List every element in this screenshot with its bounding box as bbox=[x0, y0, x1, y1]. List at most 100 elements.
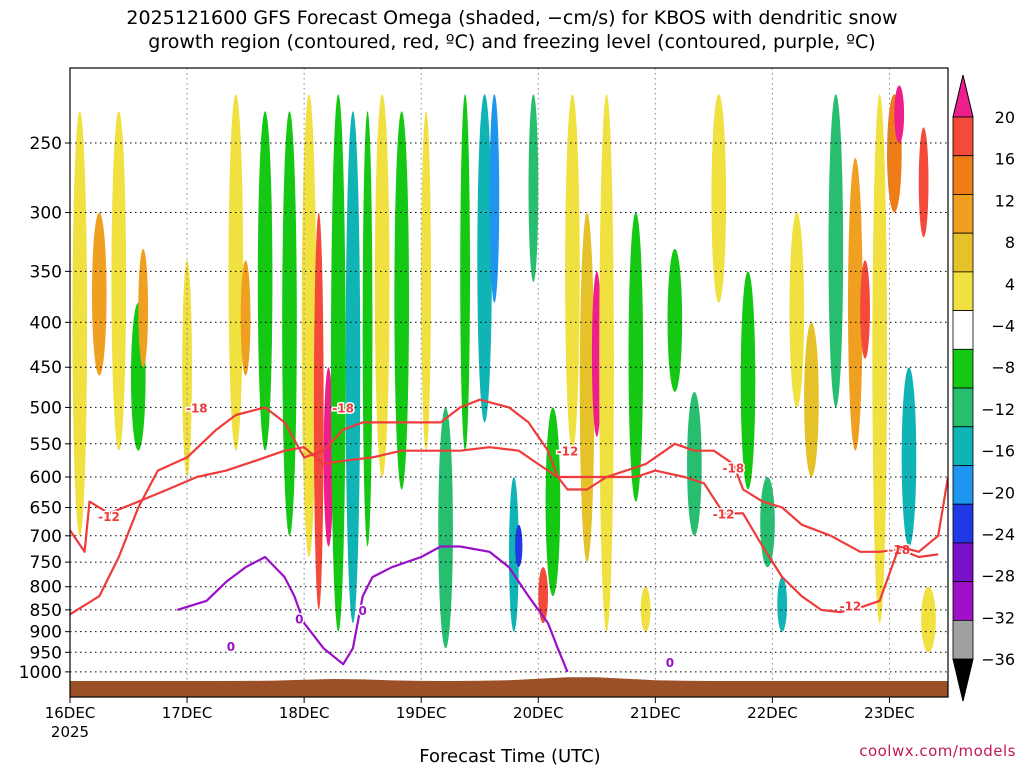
surface-terrain bbox=[70, 677, 948, 697]
omega-band bbox=[313, 212, 324, 610]
omega-band bbox=[640, 586, 651, 632]
colorbar-swatch bbox=[952, 619, 974, 660]
omega-band bbox=[374, 94, 390, 477]
omega-band bbox=[872, 94, 888, 624]
y-tick-label: 600 bbox=[30, 468, 62, 488]
y-tick-label: 700 bbox=[30, 527, 62, 547]
colorbar-swatch bbox=[952, 465, 974, 505]
omega-band bbox=[240, 260, 251, 376]
colorbar-swatch bbox=[952, 426, 974, 466]
y-tick-label: 500 bbox=[30, 398, 62, 418]
gridlines bbox=[70, 68, 948, 697]
y-tick-label: 850 bbox=[30, 601, 62, 621]
colorbar-swatch bbox=[952, 116, 974, 157]
omega-band bbox=[489, 94, 500, 303]
colorbar-swatch bbox=[952, 155, 974, 195]
colorbar-swatch bbox=[952, 542, 974, 583]
colorbar-top-arrow bbox=[952, 74, 974, 118]
contour-line bbox=[176, 545, 569, 673]
colorbar-swatch bbox=[952, 271, 974, 312]
colorbar: 20 16 12 8 4 −4 −8 −12 −16 −20 −24 −28 −32 −36 bbox=[952, 74, 1015, 702]
omega-band bbox=[301, 94, 317, 557]
colorbar-label: 4 bbox=[1005, 275, 1015, 294]
x-tick-label: 21DEC bbox=[630, 704, 681, 722]
colorbar-label: −32 bbox=[981, 608, 1015, 627]
x-tick-label: 22DEC bbox=[747, 704, 798, 722]
omega-band bbox=[460, 94, 470, 451]
contour-line bbox=[70, 398, 939, 616]
y-tick-label: 350 bbox=[30, 262, 62, 282]
chart-title-line-2: growth region (contoured, red, ºC) and f… bbox=[148, 31, 876, 53]
x-tick-label: 23DEC bbox=[864, 704, 915, 722]
omega-band bbox=[921, 586, 936, 653]
omega-band bbox=[72, 111, 88, 536]
omega-band bbox=[804, 322, 819, 477]
colorbar-label: −12 bbox=[981, 400, 1015, 419]
omega-band bbox=[362, 111, 373, 547]
contour-label: -12 bbox=[557, 445, 579, 459]
contour-label: 0 bbox=[295, 613, 303, 627]
y-tick-label: 1000 bbox=[19, 663, 62, 683]
omega-band bbox=[528, 94, 539, 283]
omega-band bbox=[228, 94, 244, 451]
x-tick-sublabel: 2025 bbox=[51, 723, 89, 741]
y-tick-label: 250 bbox=[30, 134, 62, 154]
contour-line bbox=[70, 446, 948, 614]
omega-band bbox=[667, 248, 683, 392]
omega-shading bbox=[72, 85, 936, 653]
omega-band bbox=[687, 391, 702, 536]
colorbar-swatch bbox=[952, 348, 974, 389]
contour-label: 0 bbox=[227, 640, 235, 654]
colorbar-swatch bbox=[952, 387, 974, 428]
omega-band bbox=[421, 111, 431, 451]
colorbar-label: 8 bbox=[1005, 233, 1015, 252]
y-tick-label: 950 bbox=[30, 643, 62, 663]
omega-band bbox=[901, 367, 917, 547]
y-tick-label: 450 bbox=[30, 358, 62, 378]
chart-title: 2025121600 GFS Forecast Omega (shaded, −… bbox=[0, 6, 1024, 54]
contour-label: -12 bbox=[713, 507, 735, 521]
colorbar-label: −20 bbox=[981, 483, 1015, 502]
omega-band bbox=[579, 212, 595, 563]
colorbar-label: −24 bbox=[981, 525, 1015, 544]
contour-label: -18 bbox=[332, 401, 354, 415]
y-tick-label: 800 bbox=[30, 578, 62, 598]
omega-band bbox=[740, 271, 756, 490]
colorbar-swatch bbox=[952, 503, 974, 544]
omega-band bbox=[394, 111, 410, 490]
colorbar-swatch bbox=[952, 581, 974, 621]
omega-band bbox=[330, 94, 346, 632]
colorbar-label: 20 bbox=[995, 108, 1015, 127]
y-tick-label: 650 bbox=[30, 499, 62, 519]
y-tick-label: 400 bbox=[30, 313, 62, 333]
colorbar-swatch bbox=[952, 232, 974, 273]
omega-band bbox=[538, 567, 549, 624]
contour-label: -12 bbox=[840, 599, 862, 613]
omega-band bbox=[918, 127, 929, 238]
omega-band bbox=[789, 212, 805, 408]
credit-link[interactable]: coolwx.com/models bbox=[859, 742, 1016, 760]
y-tick-label: 750 bbox=[30, 553, 62, 573]
contour-label: 0 bbox=[358, 604, 366, 618]
y-tick-label: 300 bbox=[30, 204, 62, 224]
terrain-fill bbox=[70, 677, 948, 697]
contour-label: -18 bbox=[186, 401, 208, 415]
x-tick-label: 20DEC bbox=[513, 704, 564, 722]
omega-band bbox=[777, 577, 788, 632]
omega-band bbox=[599, 94, 614, 632]
plot-frame bbox=[69, 67, 949, 698]
colorbar-label: −36 bbox=[981, 650, 1015, 669]
omega-band bbox=[138, 248, 149, 368]
contour-label: 0 bbox=[666, 656, 674, 670]
colorbar-label: 16 bbox=[995, 150, 1015, 169]
x-tick-label: 18DEC bbox=[279, 704, 330, 722]
contour-lines: -18 -18 -18 -18 -12 -12 -12 -12 0 0 0 0 bbox=[70, 398, 948, 673]
omega-band bbox=[345, 111, 361, 624]
colorbar-bottom-arrow bbox=[952, 658, 974, 702]
y-tick-label: 550 bbox=[30, 435, 62, 455]
omega-band bbox=[257, 111, 273, 451]
x-tick-label: 16DEC bbox=[45, 704, 96, 722]
omega-band bbox=[760, 476, 775, 568]
omega-band bbox=[282, 111, 297, 536]
